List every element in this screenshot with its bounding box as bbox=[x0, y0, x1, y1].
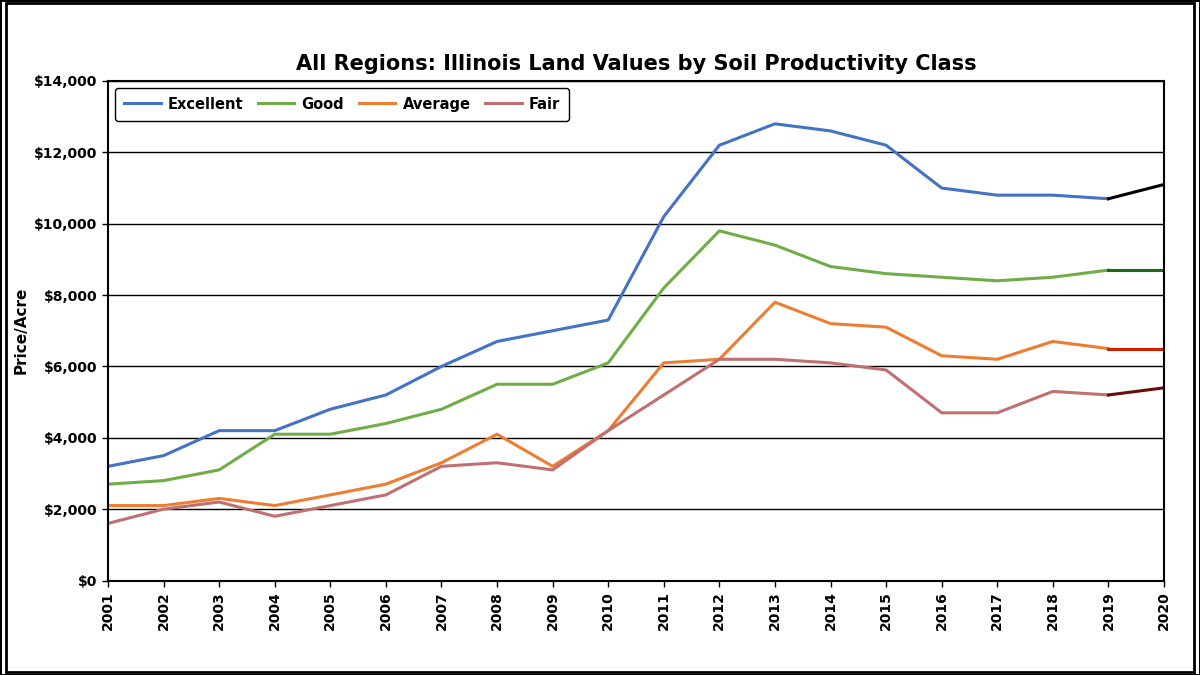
Good bbox=[878, 269, 893, 277]
Good bbox=[712, 227, 726, 235]
Fair bbox=[268, 512, 282, 520]
Good bbox=[101, 480, 115, 488]
Average bbox=[1102, 344, 1116, 352]
Average bbox=[768, 298, 782, 306]
Excellent bbox=[323, 405, 337, 413]
Excellent bbox=[1045, 191, 1060, 199]
Excellent bbox=[712, 141, 726, 149]
Fair bbox=[768, 355, 782, 363]
Good bbox=[379, 419, 394, 427]
Excellent bbox=[156, 452, 170, 460]
Y-axis label: Price/Acre: Price/Acre bbox=[13, 287, 29, 375]
Good bbox=[268, 430, 282, 438]
Excellent bbox=[379, 391, 394, 399]
Average bbox=[268, 502, 282, 510]
Fair bbox=[712, 355, 726, 363]
Average bbox=[1045, 338, 1060, 346]
Average bbox=[601, 427, 616, 435]
Excellent bbox=[601, 316, 616, 324]
Good bbox=[156, 477, 170, 485]
Average bbox=[434, 459, 449, 467]
Good bbox=[601, 359, 616, 367]
Title: All Regions: Illinois Land Values by Soil Productivity Class: All Regions: Illinois Land Values by Soi… bbox=[295, 54, 977, 74]
Fair bbox=[323, 502, 337, 510]
Average bbox=[212, 494, 227, 502]
Average bbox=[379, 480, 394, 488]
Legend: Excellent, Good, Average, Fair: Excellent, Good, Average, Fair bbox=[115, 88, 569, 121]
Average bbox=[323, 491, 337, 499]
Fair bbox=[490, 459, 504, 467]
Good bbox=[990, 277, 1004, 285]
Excellent bbox=[490, 338, 504, 346]
Excellent bbox=[768, 119, 782, 128]
Good bbox=[546, 380, 560, 388]
Fair bbox=[546, 466, 560, 474]
Good bbox=[823, 263, 838, 271]
Fair bbox=[379, 491, 394, 499]
Average bbox=[878, 323, 893, 331]
Excellent bbox=[878, 141, 893, 149]
Fair bbox=[601, 427, 616, 435]
Excellent bbox=[1102, 194, 1116, 202]
Excellent bbox=[990, 191, 1004, 199]
Line: Excellent: Excellent bbox=[108, 124, 1109, 466]
Line: Average: Average bbox=[108, 302, 1109, 506]
Fair bbox=[935, 409, 949, 417]
Good bbox=[768, 241, 782, 249]
Good bbox=[656, 284, 671, 292]
Good bbox=[212, 466, 227, 474]
Excellent bbox=[656, 213, 671, 221]
Average bbox=[490, 430, 504, 438]
Good bbox=[434, 405, 449, 413]
Fair bbox=[101, 519, 115, 527]
Good bbox=[1102, 266, 1116, 274]
Average bbox=[935, 352, 949, 360]
Excellent bbox=[546, 327, 560, 335]
Fair bbox=[878, 366, 893, 374]
Fair bbox=[990, 409, 1004, 417]
Fair bbox=[156, 505, 170, 513]
Fair bbox=[823, 359, 838, 367]
Average bbox=[823, 319, 838, 327]
Excellent bbox=[101, 462, 115, 470]
Excellent bbox=[935, 184, 949, 192]
Fair bbox=[434, 462, 449, 470]
Average bbox=[990, 355, 1004, 363]
Fair bbox=[1045, 387, 1060, 396]
Average bbox=[156, 502, 170, 510]
Excellent bbox=[434, 362, 449, 371]
Good bbox=[323, 430, 337, 438]
Good bbox=[490, 380, 504, 388]
Excellent bbox=[823, 127, 838, 135]
Good bbox=[1045, 273, 1060, 281]
Excellent bbox=[268, 427, 282, 435]
Fair bbox=[1102, 391, 1116, 399]
Average bbox=[546, 462, 560, 470]
Average bbox=[101, 502, 115, 510]
Excellent bbox=[212, 427, 227, 435]
Fair bbox=[656, 391, 671, 399]
Line: Good: Good bbox=[108, 231, 1109, 484]
Fair bbox=[212, 498, 227, 506]
Good bbox=[935, 273, 949, 281]
Average bbox=[656, 359, 671, 367]
Line: Fair: Fair bbox=[108, 359, 1109, 523]
Average bbox=[712, 355, 726, 363]
